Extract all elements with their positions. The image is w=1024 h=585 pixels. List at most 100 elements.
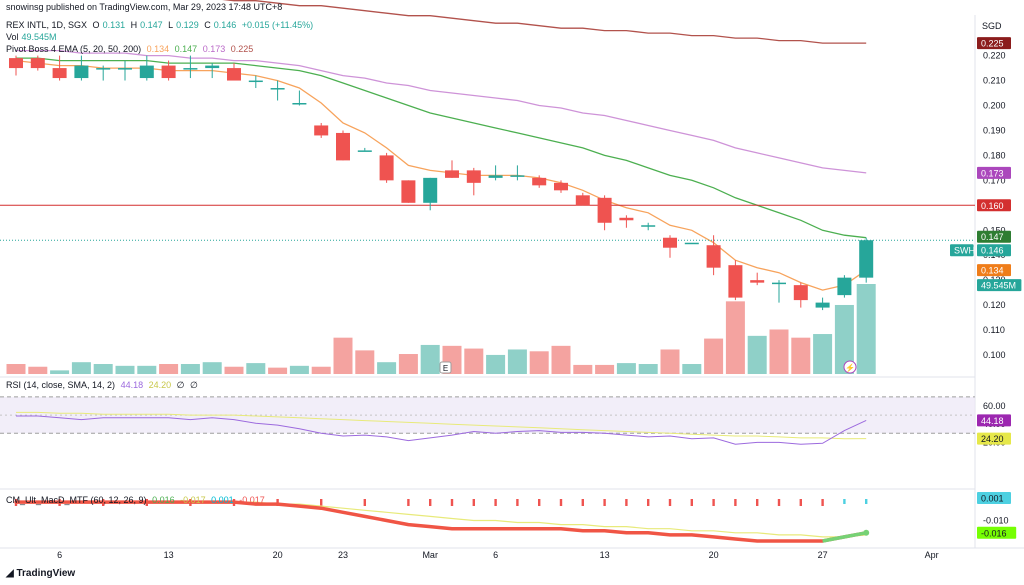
x-tick-label: 20 <box>273 550 283 560</box>
candle-body <box>161 65 176 79</box>
macd-histogram-bar <box>712 499 715 506</box>
candle-body <box>423 177 438 203</box>
swh-tag-bg <box>950 244 974 257</box>
x-tick-label: Mar <box>422 550 438 560</box>
rsi-line <box>16 415 867 445</box>
macd-histogram-bar <box>429 499 432 506</box>
price-tick-label: 0.220 <box>983 51 1006 61</box>
price-tick-label: 0.150 <box>983 225 1006 235</box>
volume-bar <box>398 354 418 374</box>
macd-label[interactable]: CM_Ult_MacD_MTF (60, 12, 26, 9) <box>6 495 147 505</box>
ema50-price-tag-bg <box>977 166 1011 179</box>
rsi-value: 44.18 <box>120 380 144 390</box>
candle-body <box>772 282 786 285</box>
ema5-value: 0.134 <box>146 44 170 54</box>
ema20-price-tag: 0.147 <box>981 232 1004 242</box>
volume-bar <box>791 337 811 374</box>
volume-bar <box>725 301 745 374</box>
x-tick-label: 20 <box>709 550 719 560</box>
macd-histogram-bar <box>777 499 781 506</box>
candle-body <box>837 277 852 296</box>
candle-body <box>96 68 111 70</box>
candle-body <box>227 68 241 81</box>
macd-histogram-bar <box>516 499 519 506</box>
macd-histogram-bar <box>756 499 759 506</box>
volume-value: 49.545M <box>21 32 57 42</box>
rsi-header: RSI (14, close, SMA, 14, 2) 44.18 24.20 … <box>6 380 201 391</box>
x-tick-label: 13 <box>164 550 174 560</box>
price-tick-label: 0.210 <box>983 76 1006 86</box>
volume-bar <box>202 362 222 374</box>
ema20-price-tag-bg <box>977 230 1011 243</box>
hline-price-tag-bg <box>977 199 1011 212</box>
candle-body <box>597 197 612 223</box>
tv-wordmark: TradingView <box>16 568 76 579</box>
volume-bar <box>529 351 549 374</box>
volume-bar <box>682 364 702 374</box>
volume-bar <box>769 329 789 374</box>
candle-body <box>292 103 307 105</box>
price-tick-label: 0.110 <box>983 325 1005 335</box>
symbol-ohlc-line: REX INTL, 1D, SGX O 0.131 H 0.147 L 0.129 C… <box>6 20 316 31</box>
symbol-label[interactable]: REX INTL, 1D, SGX <box>6 20 88 30</box>
lightning-icon <box>843 360 857 374</box>
pivot-boss-label[interactable]: Pivot Boss 4 EMA (5, 20, 50, 200) <box>6 44 142 54</box>
volume-bar <box>507 349 527 374</box>
volume-bar <box>333 337 353 374</box>
volume-bar <box>137 365 157 374</box>
high-value: 0.147 <box>140 20 163 30</box>
tradingview-logo[interactable]: ◢ TradingView <box>6 568 75 579</box>
macd-histogram-bar <box>865 499 868 504</box>
x-tick-label: 6 <box>57 550 62 560</box>
macd-tag-2: -0.016 <box>981 528 1007 538</box>
candle-body <box>118 68 132 70</box>
macd-histogram-bar <box>450 499 454 506</box>
macd-v3: 0.001 <box>211 495 234 505</box>
earnings-icon-text: E <box>443 364 448 373</box>
candle-body <box>205 65 220 69</box>
candle-body <box>445 170 459 178</box>
volume-price-tag-bg <box>977 279 1022 292</box>
volume-bar <box>180 364 200 374</box>
candle-body <box>314 125 329 136</box>
last-price-tag: 0.146 <box>981 246 1004 256</box>
currency-label[interactable]: SGD <box>982 21 1002 31</box>
candle-body <box>248 80 263 83</box>
volume-bar <box>660 349 680 374</box>
candle-body <box>706 245 721 268</box>
ema200-value: 0.225 <box>230 44 254 54</box>
candle-body <box>641 225 656 227</box>
volume-label[interactable]: Vol <box>6 32 19 42</box>
candle-body <box>488 175 503 178</box>
close-label: C <box>204 20 211 30</box>
candle-body <box>663 237 677 248</box>
candle-body <box>619 217 634 221</box>
macd-tick-label: -0.010 <box>983 516 1009 526</box>
volume-bar <box>377 362 397 374</box>
volume-bar <box>6 364 26 374</box>
ema50-line <box>16 49 867 174</box>
candle-body <box>532 177 547 186</box>
rsi-v4: ∅ <box>190 380 198 390</box>
low-value: 0.129 <box>176 20 199 30</box>
macd-tag-1-bg <box>977 491 1011 504</box>
volume-bar <box>595 364 615 374</box>
macd-histogram-bar <box>734 499 737 506</box>
volume-bar <box>420 344 440 374</box>
pivot-boss-line: Pivot Boss 4 EMA (5, 20, 50, 200) 0.134 … <box>6 44 256 55</box>
candle-body <box>510 175 525 177</box>
macd-histogram-bar <box>799 499 802 506</box>
price-tick-label: 0.170 <box>983 175 1006 185</box>
ema5-price-tag-bg <box>977 264 1011 277</box>
rsi-v3: ∅ <box>176 380 185 390</box>
volume-bar <box>311 366 331 374</box>
price-tick-label: 0.200 <box>983 101 1006 111</box>
rsi-ma-value: 24.20 <box>148 380 172 390</box>
volume-bar <box>464 348 484 374</box>
candle-body <box>270 88 285 90</box>
ema200-price-tag: 0.225 <box>981 39 1004 49</box>
candle-body <box>357 150 372 152</box>
rsi-ma-value-tag: 24.20 <box>981 434 1004 444</box>
rsi-label[interactable]: RSI (14, close, SMA, 14, 2) <box>6 380 116 390</box>
